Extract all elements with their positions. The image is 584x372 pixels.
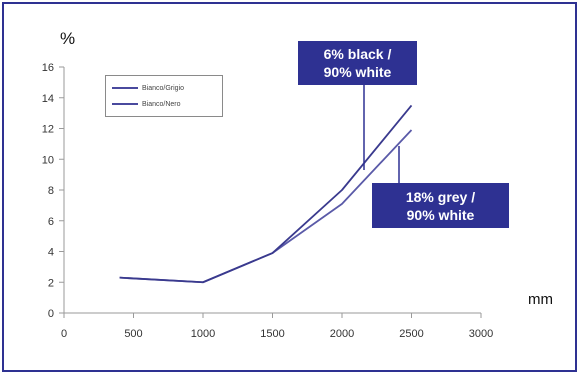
callout-grey-white: 18% grey / 90% white bbox=[372, 183, 509, 228]
legend-entry: Bianco/Grigio bbox=[112, 82, 184, 94]
x-tick-label: 3000 bbox=[469, 328, 493, 340]
legend-swatch bbox=[112, 103, 138, 105]
legend-entry: Bianco/Nero bbox=[112, 98, 181, 110]
legend-label: Bianco/Grigio bbox=[142, 84, 185, 92]
x-tick-label: 500 bbox=[124, 328, 142, 340]
x-tick-label: 1500 bbox=[260, 328, 284, 340]
y-tick-label: 0 bbox=[48, 308, 54, 320]
y-tick-label: 6 bbox=[48, 216, 54, 228]
series-line bbox=[119, 104, 413, 284]
y-unit-label: % bbox=[60, 29, 76, 48]
y-tick-label: 14 bbox=[42, 93, 54, 105]
legend-label: Bianco/Nero bbox=[142, 100, 181, 108]
x-unit-label: mm bbox=[528, 291, 553, 308]
y-tick-label: 12 bbox=[42, 124, 54, 136]
callout-black-white: 6% black / 90% white bbox=[298, 41, 417, 85]
chart-legend: Bianco/Grigio Bianco/Nero bbox=[105, 75, 223, 117]
x-tick-label: 1000 bbox=[191, 328, 215, 340]
x-tick-label: 0 bbox=[61, 328, 67, 340]
y-tick-label: 8 bbox=[48, 185, 54, 197]
y-tick-label: 4 bbox=[48, 247, 54, 259]
callout-line: 90% white bbox=[323, 64, 392, 80]
legend-swatch bbox=[112, 87, 138, 89]
callout-line: 18% grey / bbox=[405, 189, 476, 205]
y-tick-label: 16 bbox=[42, 62, 54, 74]
callout-line: 6% black / bbox=[323, 46, 392, 62]
series-line bbox=[119, 129, 413, 284]
x-tick-label: 2000 bbox=[330, 328, 354, 340]
y-tick-label: 10 bbox=[42, 154, 54, 166]
callout-line: 90% white bbox=[406, 207, 475, 223]
y-tick-label: 2 bbox=[48, 277, 54, 289]
x-tick-label: 2500 bbox=[399, 328, 423, 340]
